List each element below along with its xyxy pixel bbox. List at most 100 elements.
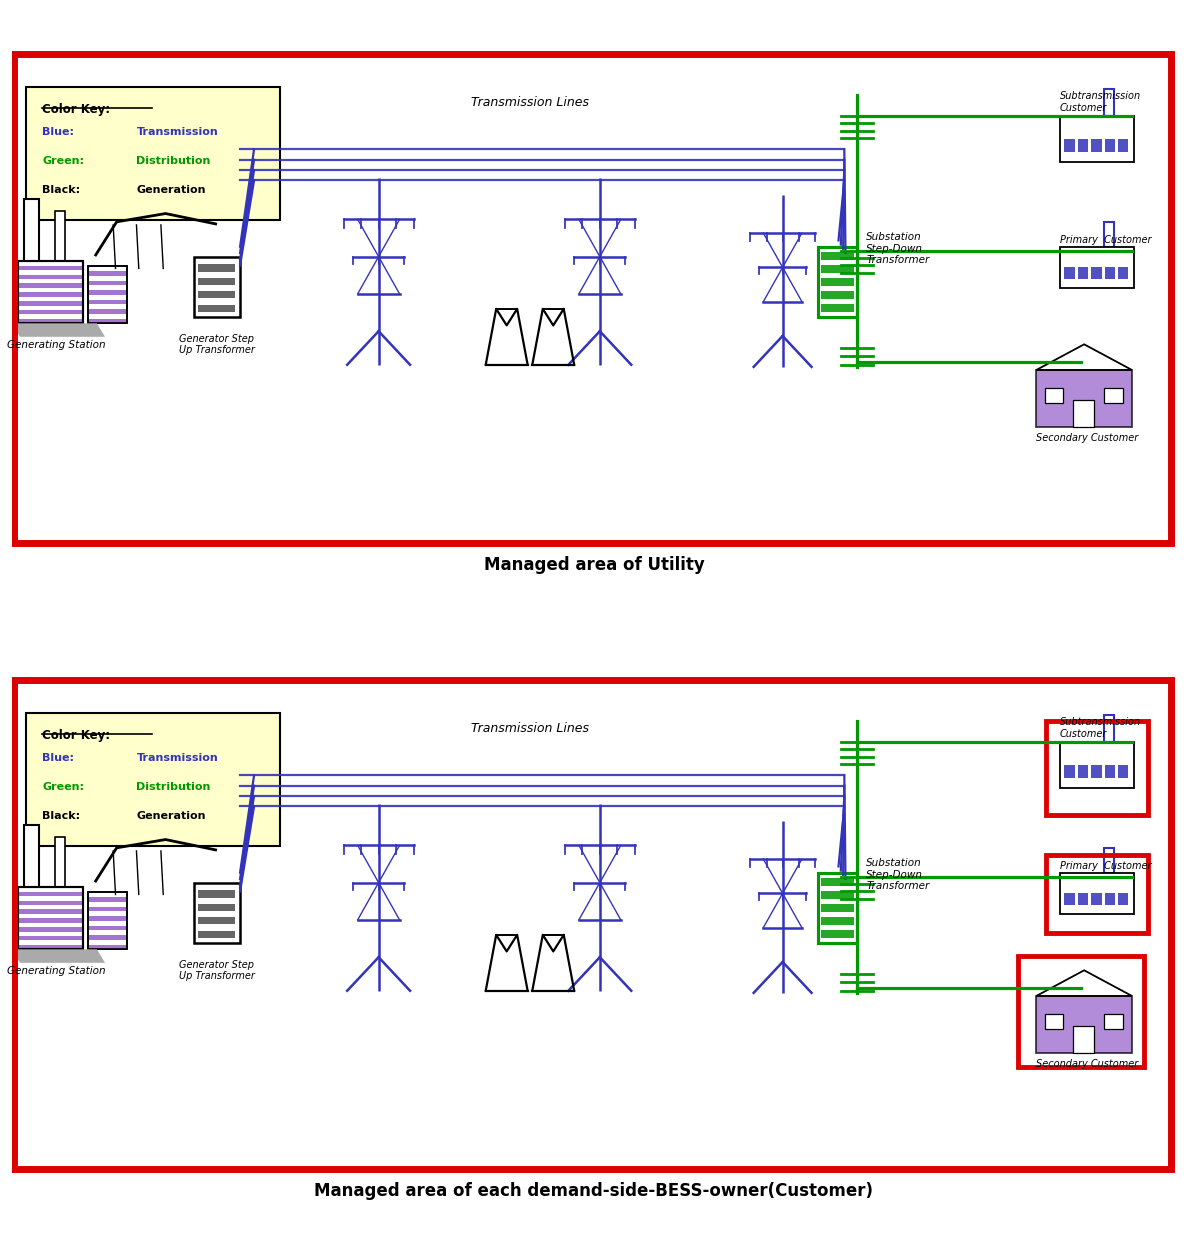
Bar <box>19 918 82 923</box>
Bar <box>89 309 126 314</box>
Bar <box>19 891 82 896</box>
Bar <box>198 890 235 898</box>
Bar <box>19 936 82 940</box>
Bar <box>88 893 127 949</box>
Bar <box>18 888 83 949</box>
Bar <box>1105 894 1116 905</box>
Bar <box>1044 388 1063 403</box>
Text: Subtransmission
Customer: Subtransmission Customer <box>1060 91 1140 113</box>
Bar <box>19 945 82 949</box>
Bar <box>19 274 82 279</box>
Bar <box>821 904 854 911</box>
Text: Generation: Generation <box>137 184 206 194</box>
Bar <box>198 264 235 272</box>
Bar <box>821 930 854 938</box>
Text: Green:: Green: <box>42 155 84 165</box>
Bar <box>1104 388 1123 403</box>
Text: Black:: Black: <box>42 184 81 194</box>
Bar <box>194 257 240 317</box>
Bar <box>24 199 39 267</box>
Bar <box>1060 742 1135 788</box>
Bar <box>89 916 126 921</box>
Text: Transmission Lines: Transmission Lines <box>470 96 589 109</box>
Text: Generator Step
Up Transformer: Generator Step Up Transformer <box>179 960 254 982</box>
Bar <box>19 928 82 931</box>
Bar <box>18 262 83 323</box>
Bar <box>89 906 126 911</box>
Bar <box>817 873 857 943</box>
Bar <box>1044 1014 1063 1029</box>
Bar <box>1091 765 1101 777</box>
Bar <box>88 893 127 949</box>
Bar <box>1036 995 1132 1053</box>
Bar <box>198 918 235 924</box>
Text: Generation: Generation <box>137 810 206 820</box>
Text: Transmission: Transmission <box>137 126 219 136</box>
Bar <box>89 272 126 275</box>
Bar <box>24 825 39 893</box>
Text: Color Key:: Color Key: <box>42 103 110 115</box>
Bar <box>89 944 126 949</box>
Bar <box>1118 268 1129 279</box>
Bar <box>1078 765 1088 777</box>
Bar <box>1091 268 1101 279</box>
Bar <box>55 838 65 888</box>
Text: Transmission: Transmission <box>137 752 219 762</box>
Text: Color Key:: Color Key: <box>42 729 110 741</box>
Bar <box>19 283 82 288</box>
Bar <box>19 302 82 305</box>
Bar <box>821 918 854 925</box>
Bar <box>19 310 82 314</box>
Bar <box>1060 116 1135 162</box>
Text: Transmission Lines: Transmission Lines <box>470 722 589 735</box>
Polygon shape <box>12 323 105 337</box>
FancyBboxPatch shape <box>26 714 279 846</box>
Bar <box>89 318 126 323</box>
Bar <box>1073 401 1094 427</box>
Bar <box>1064 894 1075 905</box>
Bar <box>1091 894 1101 905</box>
Bar <box>821 879 854 886</box>
Bar <box>1104 1014 1123 1029</box>
Text: Generating Station: Generating Station <box>7 967 106 977</box>
Text: Blue:: Blue: <box>42 126 74 136</box>
Bar <box>1060 247 1135 288</box>
Text: Substation
Step-Down
Transformer: Substation Step-Down Transformer <box>866 858 930 891</box>
Bar <box>1078 139 1088 151</box>
Bar <box>817 247 857 317</box>
Bar <box>19 292 82 297</box>
Text: Green:: Green: <box>42 781 84 791</box>
Bar <box>1105 222 1114 247</box>
Bar <box>1105 765 1116 777</box>
FancyBboxPatch shape <box>26 88 279 220</box>
Bar <box>19 909 82 914</box>
Bar <box>18 888 83 949</box>
Text: Subtransmission
Customer: Subtransmission Customer <box>1060 717 1140 739</box>
Text: Secondary Customer: Secondary Customer <box>1036 433 1138 443</box>
Bar <box>1091 139 1101 151</box>
Bar <box>1073 1027 1094 1053</box>
Bar <box>1118 894 1129 905</box>
Bar <box>821 253 854 260</box>
Bar <box>821 292 854 299</box>
Bar <box>1036 369 1132 427</box>
Bar <box>194 883 240 943</box>
Polygon shape <box>12 949 105 963</box>
Bar <box>1078 894 1088 905</box>
Bar <box>1064 139 1075 151</box>
Bar <box>1105 89 1114 116</box>
Bar <box>821 891 854 899</box>
Bar <box>19 319 82 323</box>
Bar <box>1078 268 1088 279</box>
Text: Black:: Black: <box>42 810 81 820</box>
Bar <box>817 247 857 317</box>
Bar <box>89 290 126 295</box>
Bar <box>1060 873 1135 914</box>
Text: Managed area of Utility: Managed area of Utility <box>484 556 704 573</box>
Bar <box>817 873 857 943</box>
Bar <box>18 262 83 323</box>
Bar <box>198 292 235 298</box>
Text: Generator Step
Up Transformer: Generator Step Up Transformer <box>179 334 254 356</box>
Text: Primary  Customer: Primary Customer <box>1060 234 1151 244</box>
Text: Distribution: Distribution <box>137 781 210 791</box>
